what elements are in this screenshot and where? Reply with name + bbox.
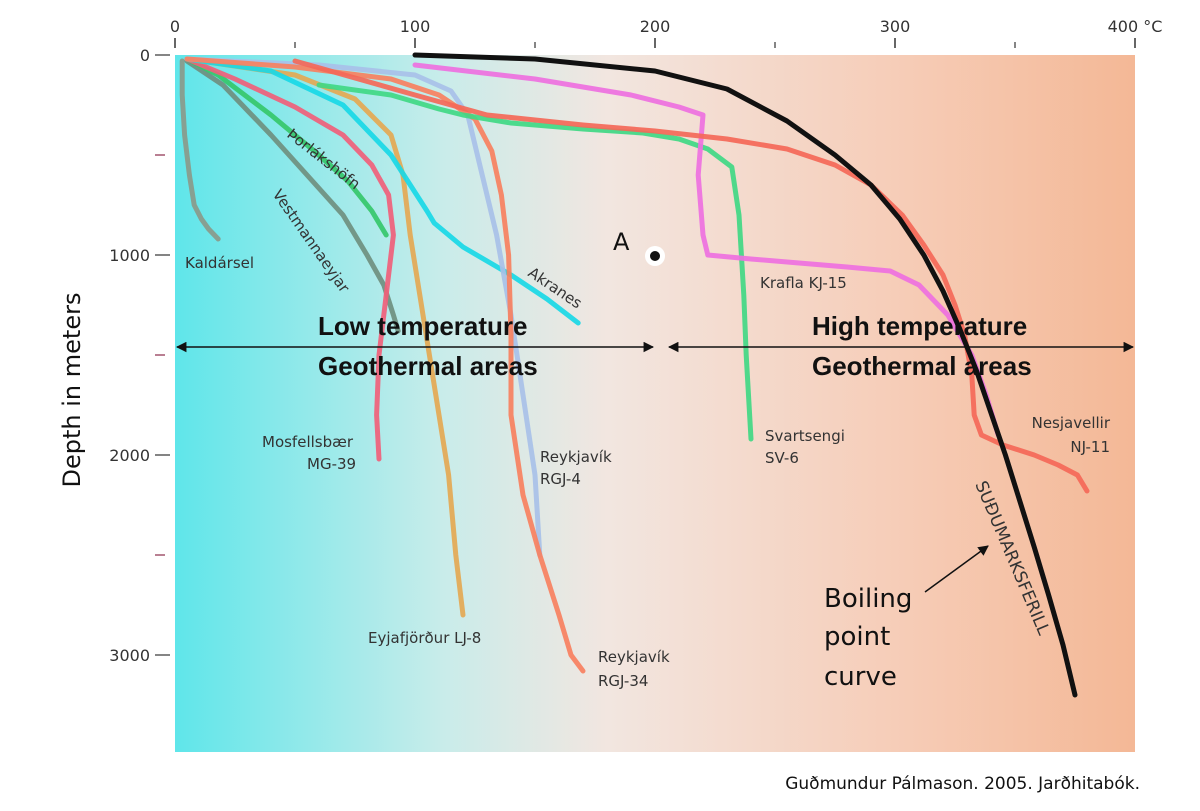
region-label-0-line-2: Geothermal areas	[318, 351, 538, 381]
series-label-reykjavik-rgj-34-1: RGJ-34	[598, 672, 648, 690]
point-a: A	[613, 228, 665, 266]
series-line-su-umarksferill	[412, 52, 1078, 698]
y-axis-label: Depth in meters	[58, 293, 86, 488]
series-line-mosfellsb-r-mg-39	[184, 56, 396, 462]
region-label-1-line-1: High temperature	[812, 311, 1027, 341]
series-line-reykjavik-rgj-34	[184, 56, 586, 674]
series-label-reykjavik-rgj-34-0: Reykjavík	[598, 648, 670, 666]
x-tick-label-2: 200	[640, 17, 671, 36]
series-line-kaldarsel	[179, 58, 221, 242]
series-line-svartsengi-sv-6	[316, 82, 754, 442]
series-label-mosfellsb-r-mg-39-0: Mosfellsbær	[262, 433, 354, 451]
series-line-nesjavellir-nj-11	[292, 58, 1090, 494]
series-label-nesjavellir-nj-11-0: Nesjavellir	[1032, 414, 1111, 432]
series-label-reykjavik-rgj-4-1: RGJ-4	[540, 470, 581, 488]
boiling-point-annotation: Boiling point curve	[824, 545, 989, 692]
annotation-line-3: curve	[824, 662, 897, 692]
region-arrows: Low temperature Geothermal areas High temp…	[175, 311, 1135, 381]
y-axis: 0 1000 2000 3000	[109, 46, 170, 665]
y-tick-label-3: 3000	[109, 646, 150, 665]
series-line-orlakshofn	[184, 56, 389, 238]
region-label-0-line-1: Low temperature	[318, 311, 528, 341]
x-tick-label-0: 0	[170, 17, 180, 36]
series-line-vestmannaeyjar	[184, 58, 401, 334]
series-line-akranes	[184, 56, 581, 326]
series-label-reykjavik-rgj-4-0: Reykjavík	[540, 448, 612, 466]
y-tick-label-2: 2000	[109, 446, 150, 465]
annotation-arrow	[924, 545, 989, 593]
point-a-label: A	[613, 228, 630, 256]
series-label-kaldarsel: Kaldársel	[185, 254, 254, 272]
region-label-1-line-2: Geothermal areas	[812, 351, 1032, 381]
series-label-mosfellsb-r-mg-39-1: MG-39	[307, 455, 356, 473]
series-label-krafla-kj-15: Krafla KJ-15	[760, 274, 847, 292]
series-line-krafla-kj-15	[412, 62, 1001, 438]
y-tick-label-1: 1000	[109, 246, 150, 265]
x-tick-label-3: 300	[880, 17, 911, 36]
series-label-eyjafjor-ur-lj-8: Eyjafjörður LJ-8	[368, 629, 481, 647]
source-caption: Guðmundur Pálmason. 2005. Jarðhitabók.	[785, 774, 1140, 794]
annotation-line-1: Boiling	[824, 584, 912, 614]
x-tick-label-4: 400 °C	[1108, 17, 1163, 36]
series-label-svartsengi-sv-6-1: SV-6	[765, 449, 799, 467]
series-line-reykjavik-rgj-4	[184, 56, 543, 558]
series-label-svartsengi-sv-6-0: Svartsengi	[765, 427, 845, 445]
annotation-line-2: point	[824, 622, 890, 652]
point-a-marker	[650, 251, 660, 261]
series-label-nesjavellir-nj-11-1: NJ-11	[1070, 438, 1110, 456]
y-tick-label-0: 0	[140, 46, 150, 65]
x-axis: 0 100 200 300 400 °C	[170, 17, 1162, 48]
x-tick-label-1: 100	[400, 17, 431, 36]
series-lines	[179, 52, 1090, 698]
series-line-eyjafjor-ur-lj-8	[184, 56, 466, 618]
